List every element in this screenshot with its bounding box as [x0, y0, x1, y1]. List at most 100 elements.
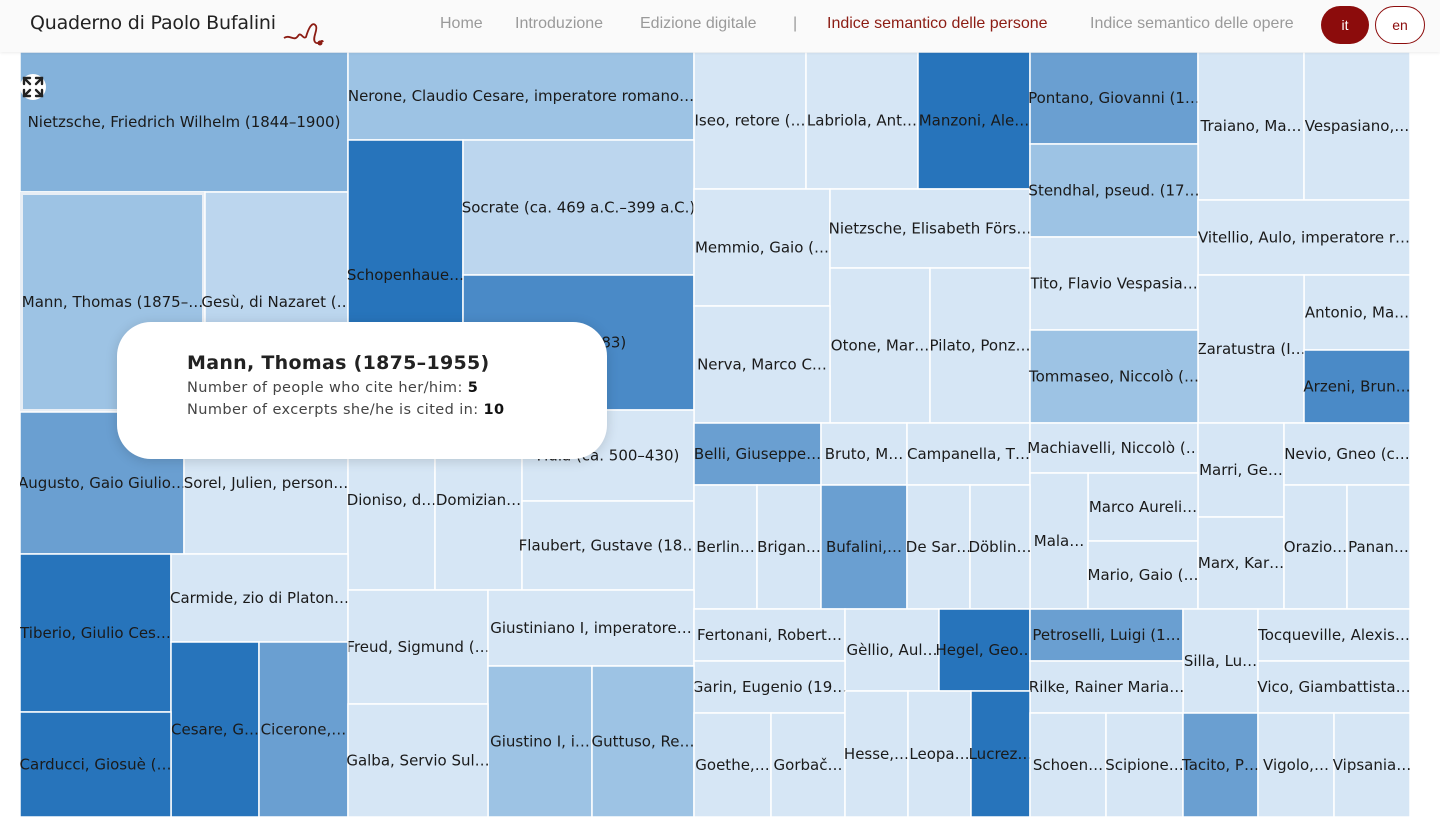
treemap-cell-scipione[interactable]	[1105, 712, 1184, 817]
treemap-cell-label: Marx, Kar…	[1198, 554, 1284, 572]
treemap-cell-mario-gaio[interactable]	[1087, 540, 1199, 610]
treemap-cell-vitellio-aulo-imperatore-r[interactable]	[1197, 199, 1410, 276]
treemap-cell-socrate-ca-469-a-c-399-a-c[interactable]	[462, 139, 695, 276]
treemap-cell-nevio-gneo-c[interactable]	[1283, 422, 1410, 486]
treemap-cell-nietzsche-friedrich-wilhelm-1844-1900[interactable]	[20, 52, 349, 193]
treemap-cell-bruto-m[interactable]	[820, 422, 908, 486]
treemap-cell-tacito-p[interactable]	[1182, 712, 1259, 817]
treemap-cell-label: Carmide, zio di Platon…	[170, 589, 349, 607]
treemap-cell-marx-kar[interactable]	[1197, 516, 1285, 610]
treemap-cell-label: De Sar…	[906, 538, 971, 556]
treemap-cell-label: Guttuso, Re…	[592, 733, 695, 751]
nav-indice-persone[interactable]: Indice semantico delle persone	[827, 15, 1048, 32]
treemap-cell-giustino-i-i[interactable]	[487, 665, 593, 817]
treemap-cell-de-sar[interactable]	[906, 484, 971, 610]
treemap-cell-label: Gorbač…	[774, 756, 843, 774]
treemap-cell-label: Campanella, T…	[907, 445, 1030, 463]
treemap-cell-label: Traiano, Ma…	[1199, 117, 1301, 135]
lang-it-button[interactable]: it	[1321, 6, 1369, 44]
treemap-cell-iseo-retore[interactable]	[693, 52, 807, 190]
treemap-cell-orazio[interactable]	[1283, 484, 1348, 610]
treemap-cell-petroselli-luigi-1[interactable]	[1029, 608, 1184, 662]
nav-indice-opere[interactable]: Indice semantico delle opere	[1090, 15, 1294, 32]
tooltip-people-value: 5	[467, 380, 479, 396]
treemap-cell-label: Döblin…	[968, 538, 1031, 556]
nav-introduzione[interactable]: Introduzione	[515, 15, 604, 32]
treemap-cell-tito-flavio-vespasia[interactable]	[1029, 236, 1199, 331]
treemap-cell-label: Schopenhaue…	[347, 266, 464, 284]
treemap-cell-label: Goethe,…	[695, 756, 769, 774]
nav-edizione-digitale[interactable]: Edizione digitale	[640, 15, 757, 32]
treemap-cell-cicerone[interactable]	[258, 641, 349, 817]
treemap-cell-label: Machiavelli, Niccolò (…	[1027, 439, 1200, 457]
treemap-cell-gorbac[interactable]	[770, 712, 846, 817]
tooltip-excerpts-row: Number of excerpts she/he is cited in: 1…	[187, 402, 607, 418]
treemap-cell-label: Tocqueville, Alexis…	[1257, 626, 1410, 644]
treemap-cell-brigan[interactable]	[756, 484, 822, 610]
treemap-cell-label: Dioniso, d…	[347, 491, 437, 509]
treemap-cell-traiano-ma[interactable]	[1197, 52, 1305, 201]
treemap-cell-label: Stendhal, pseud. (17…	[1028, 182, 1199, 200]
treemap-cell-label: Bruto, M…	[825, 445, 904, 463]
treemap-cell-nietzsche-elisabeth-fors[interactable]	[829, 188, 1031, 269]
treemap-cell-label: Antonio, Ma…	[1305, 304, 1409, 322]
treemap-cell-marri-ge[interactable]	[1197, 422, 1285, 518]
treemap-cell-label: Orazio…	[1284, 538, 1347, 556]
treemap-cell-rilke-rainer-maria[interactable]	[1029, 660, 1184, 714]
treemap-cell-flaubert-gustave-18[interactable]	[521, 500, 695, 591]
treemap-cell-campanella-t[interactable]	[906, 422, 1031, 486]
treemap-cell-bufalini[interactable]	[820, 484, 908, 610]
treemap-cell-vespasiano[interactable]	[1303, 52, 1410, 201]
treemap-cell-label: Nevio, Gneo (c…	[1284, 445, 1410, 463]
treemap-cell-galba-servio-sul[interactable]	[347, 703, 489, 817]
fullscreen-icon[interactable]	[20, 74, 46, 100]
treemap-cell-label: Vigolo,…	[1263, 756, 1329, 774]
treemap-cell-tocqueville-alexis[interactable]	[1257, 608, 1410, 662]
treemap-cell-label: Schoen…	[1033, 756, 1103, 774]
treemap-cell-vipsania[interactable]	[1333, 712, 1410, 817]
treemap-cell-nerva-marco-c[interactable]	[693, 305, 831, 424]
treemap-cell-label: Carducci, Giosuè (…	[20, 756, 171, 774]
treemap-cell-label: Leopa…	[909, 745, 969, 763]
treemap-cell-gellio-aul[interactable]	[844, 608, 940, 692]
treemap-cell-label: Brigan…	[757, 538, 821, 556]
treemap-cell-label: Pilato, Ponz…	[930, 337, 1031, 355]
treemap-cell-schoen[interactable]	[1029, 712, 1107, 817]
treemap-cell-zaratustra-i[interactable]	[1197, 274, 1305, 424]
treemap-cell-panan[interactable]	[1346, 484, 1410, 610]
treemap-cell-label: Berlin…	[696, 538, 755, 556]
treemap-cell-carducci-giosue[interactable]	[20, 711, 172, 817]
treemap-cell-label: Cicerone,…	[261, 721, 347, 739]
treemap-cell-tommaseo-niccolo[interactable]	[1029, 329, 1199, 424]
treemap-cell-carmide-zio-di-platon[interactable]	[170, 553, 349, 643]
tooltip-people-label: Number of people who cite her/him:	[187, 380, 463, 396]
treemap-cell-label: Mario, Gaio (…	[1088, 566, 1199, 584]
treemap-cell-vigolo[interactable]	[1257, 712, 1335, 817]
treemap-cell-label: Gesù, di Nazaret (…	[201, 293, 351, 311]
treemap-cell-label: Nerva, Marco C…	[697, 356, 827, 374]
treemap-cell-label: Rilke, Rainer Maria…	[1029, 678, 1184, 696]
nav-home[interactable]: Home	[440, 15, 483, 32]
lang-en-button[interactable]: en	[1375, 6, 1425, 44]
treemap-cell-nerone-claudio-cesare-imperatore-romano[interactable]	[347, 52, 695, 141]
treemap-cell-label: Flaubert, Gustave (18…	[519, 537, 698, 555]
treemap-cell-guttuso-re[interactable]	[591, 665, 695, 817]
nav-separator: |	[793, 15, 798, 32]
treemap-cell-label: Tacito, P…	[1181, 756, 1259, 774]
treemap-cell-label: Tiberio, Giulio Ces…	[20, 624, 171, 642]
treemap-cell-lucrez[interactable]	[970, 690, 1031, 817]
treemap-cell-memmio-gaio[interactable]	[693, 188, 831, 307]
treemap-cell-label: Pontano, Giovanni (1…	[1028, 89, 1200, 107]
treemap-cell-goethe[interactable]	[693, 712, 772, 817]
treemap-cell-vico-giambattista[interactable]	[1257, 660, 1410, 714]
treemap-cell-leopa[interactable]	[907, 690, 972, 817]
treemap-cell-label: Galba, Servio Sul…	[346, 752, 489, 770]
treemap-cell-label: Fertonani, Robert…	[697, 626, 842, 644]
treemap-cell-label: Gèllio, Aul…	[846, 641, 937, 659]
treemap-cell-pontano-giovanni-1[interactable]	[1029, 52, 1199, 145]
treemap-cell-pilato-ponz[interactable]	[929, 267, 1031, 424]
treemap-cell-marco-aureli[interactable]	[1087, 472, 1199, 542]
site-logo-text[interactable]: Quaderno di Paolo Bufalini	[30, 12, 276, 34]
treemap-cell-arzeni-brun[interactable]	[1303, 349, 1410, 424]
treemap-cell-doblin[interactable]	[969, 484, 1031, 610]
